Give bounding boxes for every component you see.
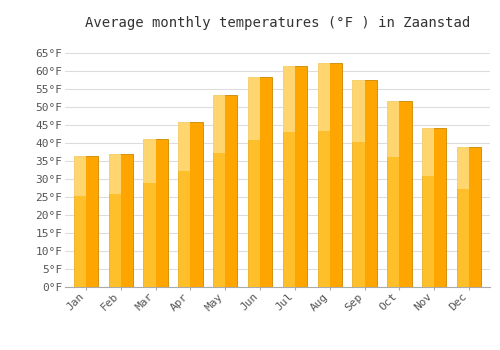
Bar: [108, 154, 120, 287]
Bar: [108, 154, 133, 287]
Bar: [457, 147, 481, 287]
Bar: [144, 139, 156, 183]
Bar: [74, 156, 86, 196]
Bar: [422, 128, 446, 287]
Bar: [282, 65, 295, 287]
Bar: [318, 63, 342, 287]
Bar: [387, 101, 400, 157]
Bar: [178, 122, 203, 287]
Bar: [178, 122, 190, 287]
Bar: [282, 65, 295, 132]
Bar: [457, 147, 469, 287]
Bar: [108, 154, 120, 194]
Title: Average monthly temperatures (°F ) in Zaanstad: Average monthly temperatures (°F ) in Za…: [85, 16, 470, 30]
Bar: [213, 96, 225, 153]
Bar: [213, 96, 225, 287]
Bar: [318, 63, 330, 287]
Bar: [248, 77, 260, 140]
Bar: [74, 156, 86, 287]
Bar: [144, 139, 156, 287]
Bar: [352, 80, 364, 142]
Bar: [282, 65, 307, 287]
Bar: [248, 77, 272, 287]
Bar: [248, 77, 260, 287]
Bar: [387, 101, 400, 287]
Bar: [422, 128, 434, 176]
Bar: [144, 139, 168, 287]
Bar: [387, 101, 411, 287]
Bar: [74, 156, 98, 287]
Bar: [352, 80, 364, 287]
Bar: [422, 128, 434, 287]
Bar: [213, 96, 238, 287]
Bar: [352, 80, 377, 287]
Bar: [318, 63, 330, 131]
Bar: [457, 147, 469, 189]
Bar: [178, 122, 190, 172]
